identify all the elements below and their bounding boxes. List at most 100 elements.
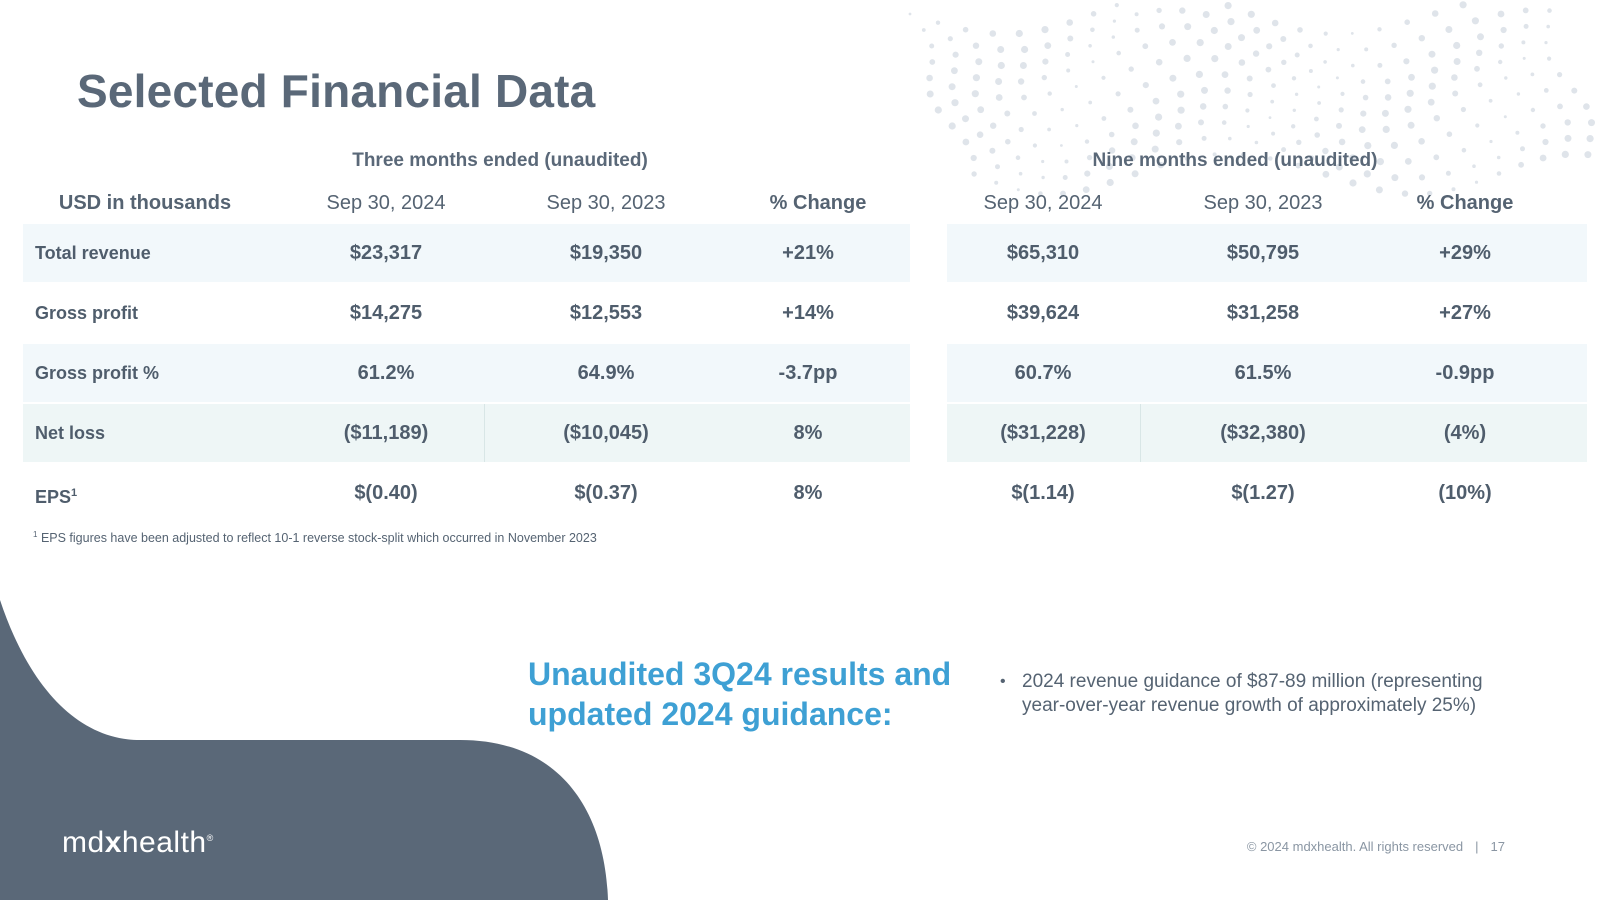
decor-dot [1268, 116, 1272, 119]
col-header-unit: USD in thousands [58, 192, 232, 214]
decor-dot [1195, 70, 1203, 78]
decor-dot [1155, 58, 1163, 66]
decor-dot [1530, 107, 1536, 113]
decor-dot [970, 154, 977, 162]
decor-dot [1460, 106, 1466, 113]
decor-dot [1557, 72, 1563, 78]
decor-dot [1475, 123, 1480, 128]
decor-dot [1294, 52, 1300, 58]
decor-dot [1542, 138, 1549, 146]
decor-dot [935, 20, 941, 25]
decor-dot [1364, 142, 1372, 150]
decor-dot [1584, 151, 1592, 159]
decor-dot [1090, 27, 1095, 33]
decor-dot [1201, 86, 1208, 94]
decor-dot [1246, 124, 1250, 129]
decor-dot [1377, 27, 1382, 32]
decor-dot [1477, 33, 1484, 41]
decor-dot [1461, 147, 1467, 153]
cell-q-2024: ($11,189) [343, 422, 429, 444]
decor-dot [934, 106, 942, 114]
decor-dot [1428, 82, 1436, 90]
decor-dot [1474, 65, 1480, 72]
decor-dot [1245, 108, 1250, 113]
cell-n-change: +29% [1439, 242, 1491, 264]
decor-dot [1158, 23, 1166, 30]
decor-dot [1247, 91, 1253, 98]
decor-dot [1377, 62, 1383, 68]
decor-dot [972, 74, 981, 82]
decor-dot [997, 46, 1005, 53]
decor-dot [1088, 100, 1093, 105]
decor-dot [1228, 136, 1232, 141]
decor-dot [1101, 116, 1107, 121]
decor-dot [1015, 155, 1021, 160]
decor-dot [1227, 18, 1235, 26]
col-header-q-2024: Sep 30, 2024 [326, 192, 446, 214]
decor-dot [1515, 130, 1520, 135]
decor-dot [1074, 85, 1078, 88]
decor-dot [1516, 92, 1521, 96]
decor-dot [1108, 131, 1115, 138]
decor-dot [1390, 141, 1398, 149]
decor-dot [1114, 3, 1119, 8]
decor-dot [1047, 127, 1051, 132]
decor-dot [1518, 161, 1524, 168]
decor-dot [1044, 42, 1052, 49]
decor-dot [1155, 113, 1163, 121]
decor-dot [1015, 29, 1023, 38]
company-logo: mdxhealth® [62, 826, 214, 859]
decor-dot [1152, 97, 1160, 105]
decor-dot [1091, 60, 1095, 64]
group-header-nine-months: Nine months ended (unaudited) [1092, 150, 1378, 171]
cell-q-change: +14% [782, 302, 834, 324]
cell-q-2024: $(0.40) [354, 482, 418, 504]
decor-dot [977, 106, 985, 114]
table-row: EPS1 $(0.40) $(0.37) 8% $(1.14) $(1.27) … [23, 464, 1587, 522]
decor-dot [1265, 66, 1272, 73]
decor-dot [948, 83, 956, 91]
decor-dot [1291, 124, 1296, 129]
cell-n-2024: $39,624 [1006, 302, 1080, 324]
col-header-n-2024: Sep 30, 2024 [983, 192, 1103, 214]
decor-dot [1384, 78, 1391, 85]
decor-dot [1522, 56, 1526, 60]
decor-dot [1496, 171, 1502, 176]
decor-dot [1066, 68, 1071, 73]
decor-dot [1340, 91, 1345, 96]
decor-dot [1296, 139, 1302, 145]
decor-dot [1132, 122, 1139, 130]
decor-dot [921, 28, 926, 32]
decor-dot [1266, 43, 1273, 50]
decor-dot [1498, 43, 1505, 49]
decor-dot [1404, 19, 1410, 26]
decor-dot [1496, 155, 1501, 160]
decor-dot [1459, 1, 1467, 9]
col-header-q-2023: Sep 30, 2023 [546, 192, 666, 214]
decor-dot [1488, 98, 1493, 103]
decor-dot [971, 90, 979, 98]
decor-dot [951, 99, 959, 107]
decor-dot [989, 147, 996, 154]
cell-n-2023: ($32,380) [1220, 422, 1306, 444]
row-label: Total revenue [35, 243, 151, 263]
cell-n-change: (10%) [1438, 482, 1492, 504]
decor-dot [1169, 39, 1176, 46]
decor-dot [1224, 43, 1232, 50]
decor-dot [1199, 103, 1207, 110]
decor-dot [1477, 82, 1483, 88]
decor-dot [995, 94, 1003, 101]
group-header-three-months: Three months ended (unaudited) [352, 150, 648, 171]
decor-dot [1238, 59, 1246, 66]
decor-dot [1032, 143, 1037, 148]
decor-dot [1564, 119, 1571, 126]
decor-dot [1427, 98, 1435, 106]
cell-n-2023: $50,795 [1226, 242, 1300, 264]
decor-dot [1451, 74, 1458, 81]
decor-dot [1522, 7, 1529, 14]
decor-dot [1407, 121, 1415, 129]
decor-dot [1520, 146, 1525, 152]
decor-dot [1246, 75, 1253, 82]
decor-dot [1128, 66, 1134, 72]
decor-dot [1335, 76, 1339, 80]
